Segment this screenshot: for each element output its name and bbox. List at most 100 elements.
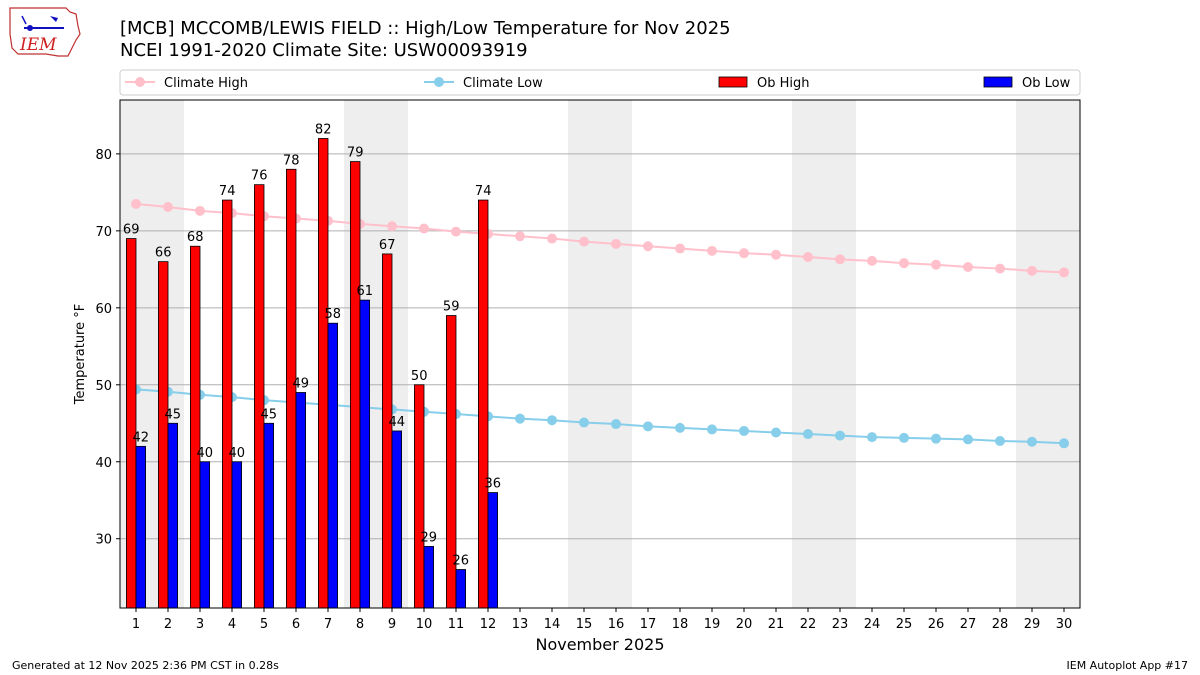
gridlines: [120, 153, 1080, 540]
climate-low-point-day-23: [835, 430, 845, 441]
weekend-shade-day-22: [792, 100, 824, 608]
xtick-label-25: 25: [896, 617, 913, 632]
xtick-label-4: 4: [228, 617, 236, 632]
climate-high-point-day-11: [451, 226, 461, 237]
xtick-label-21: 21: [768, 617, 785, 632]
climate-high-point-day-27: [963, 262, 973, 273]
xtick-label-1: 1: [132, 617, 140, 632]
ob-low-bar-day-11: [455, 569, 467, 609]
xtick-label-18: 18: [672, 617, 689, 632]
ob-high-bar-day-9: [381, 253, 393, 609]
ob-low-label-day-9: 44: [389, 415, 406, 430]
legend-ob-low-swatch: [983, 76, 1013, 88]
bar-value-labels: 69 66 68 74 76 78 82 79 67 50 59 74 42 45 40 40 45 49 58 61…: [123, 122, 501, 568]
climate-high-point-day-28: [995, 263, 1005, 274]
xtick-label-29: 29: [1024, 617, 1041, 632]
ob-high-bar-day-2: [157, 261, 169, 609]
climate-high-point-day-9: [387, 221, 397, 232]
ytick-label-30: 30: [95, 533, 112, 548]
legend-ob-high-label: Ob High: [757, 76, 810, 91]
weekend-shade-day-15: [568, 100, 600, 608]
ob-high-label-day-11: 59: [443, 300, 460, 315]
xtick-label-6: 6: [292, 617, 300, 632]
climate-low-point-day-20: [739, 425, 749, 436]
ob-low-label-day-8: 61: [357, 284, 374, 299]
climate-high-point-day-17: [643, 241, 653, 252]
climate-low-point-day-15: [579, 417, 589, 428]
ob-low-bar-day-12: [487, 492, 499, 609]
plot-frame: [119, 99, 1081, 609]
climate-high-point-day-24: [867, 255, 877, 266]
climate-low-point-day-16: [611, 419, 621, 430]
logo-text: IEM: [19, 35, 57, 55]
ob-high-label-day-5: 76: [251, 169, 268, 184]
legend-climate-low-marker: [434, 77, 444, 87]
ytick-label-70: 70: [95, 225, 112, 240]
ob-low-label-day-1: 42: [133, 430, 150, 445]
climate-low-point-day-22: [803, 429, 813, 440]
climate-high-point-day-22: [803, 252, 813, 263]
climate-low-point-day-24: [867, 432, 877, 443]
ob-low-label-day-3: 40: [197, 446, 214, 461]
ob-low-label-day-6: 49: [293, 376, 310, 391]
ob-low-label-day-12: 36: [485, 477, 502, 492]
ob-high-bar-day-10: [413, 384, 425, 609]
climate-high-point-day-25: [899, 258, 909, 269]
weekend-shade-day-23: [824, 100, 856, 608]
xtick-label-17: 17: [640, 617, 657, 632]
legend-ob-high-swatch: [718, 76, 748, 88]
xtick-label-24: 24: [864, 617, 881, 632]
chart-subtitle: NCEI 1991-2020 Climate Site: USW00093919: [120, 40, 528, 61]
ob-high-bar-day-12: [477, 199, 489, 609]
xtick-label-15: 15: [576, 617, 593, 632]
xtick-label-22: 22: [800, 617, 817, 632]
app-label: IEM Autoplot App #17: [1066, 659, 1189, 672]
legend-climate-low-label: Climate Low: [463, 76, 543, 91]
ob-low-label-day-10: 29: [421, 530, 438, 545]
xtick-label-11: 11: [448, 617, 465, 632]
weekend-shade-day-30: [1048, 100, 1080, 608]
xtick-label-19: 19: [704, 617, 721, 632]
climate-low-point-day-26: [931, 433, 941, 444]
climate-low-point-day-27: [963, 434, 973, 445]
ob-low-bar-day-7: [327, 322, 339, 609]
climate-low-point-day-21: [771, 427, 781, 438]
x-axis-label: November 2025: [535, 635, 664, 654]
ob-high-label-day-8: 79: [347, 146, 364, 161]
ob-high-label-day-9: 67: [379, 238, 396, 253]
climate-low-point-day-17: [643, 421, 653, 432]
climate-low-point-day-29: [1027, 436, 1037, 447]
climate-high-point-day-15: [579, 236, 589, 247]
ob-high-label-day-4: 74: [219, 184, 236, 199]
generated-timestamp: Generated at 12 Nov 2025 2:36 PM CST in …: [12, 659, 279, 672]
legend-climate-high-marker: [135, 77, 145, 87]
climate-high-point-day-30: [1059, 267, 1069, 278]
climate-low-point-day-30: [1059, 438, 1069, 449]
ob-high-label-day-7: 82: [315, 122, 332, 137]
climate-low-point-day-18: [675, 422, 685, 433]
ob-high-bar-day-1: [126, 238, 137, 609]
xtick-label-14: 14: [544, 617, 561, 632]
ob-high-label-day-1: 69: [123, 223, 140, 238]
legend-ob-low-label: Ob Low: [1022, 76, 1071, 91]
xtick-label-30: 30: [1056, 617, 1073, 632]
xtick-label-7: 7: [324, 617, 332, 632]
climate-high-point-day-21: [771, 249, 781, 260]
ob-high-bar-day-4: [221, 199, 233, 609]
ob-low-label-day-5: 45: [261, 407, 278, 422]
ob-high-label-day-3: 68: [187, 230, 204, 245]
ob-low-bar-day-1: [135, 445, 147, 609]
climate-high-point-day-26: [931, 259, 941, 270]
ytick-label-50: 50: [95, 379, 112, 394]
ob-low-bar-day-4: [231, 461, 243, 609]
climate-high-point-day-18: [675, 243, 685, 254]
ob-high-bar-day-5: [253, 184, 265, 609]
ytick-label-40: 40: [95, 456, 112, 471]
legend-climate-high-label: Climate High: [164, 76, 248, 91]
xtick-label-12: 12: [480, 617, 497, 632]
ob-low-bar-day-10: [423, 546, 435, 609]
ob-high-bar-day-7: [317, 138, 329, 609]
climate-high-point-day-3: [195, 205, 205, 216]
ob-high-bar-day-3: [189, 245, 201, 609]
climate-low-point-day-19: [707, 424, 717, 435]
